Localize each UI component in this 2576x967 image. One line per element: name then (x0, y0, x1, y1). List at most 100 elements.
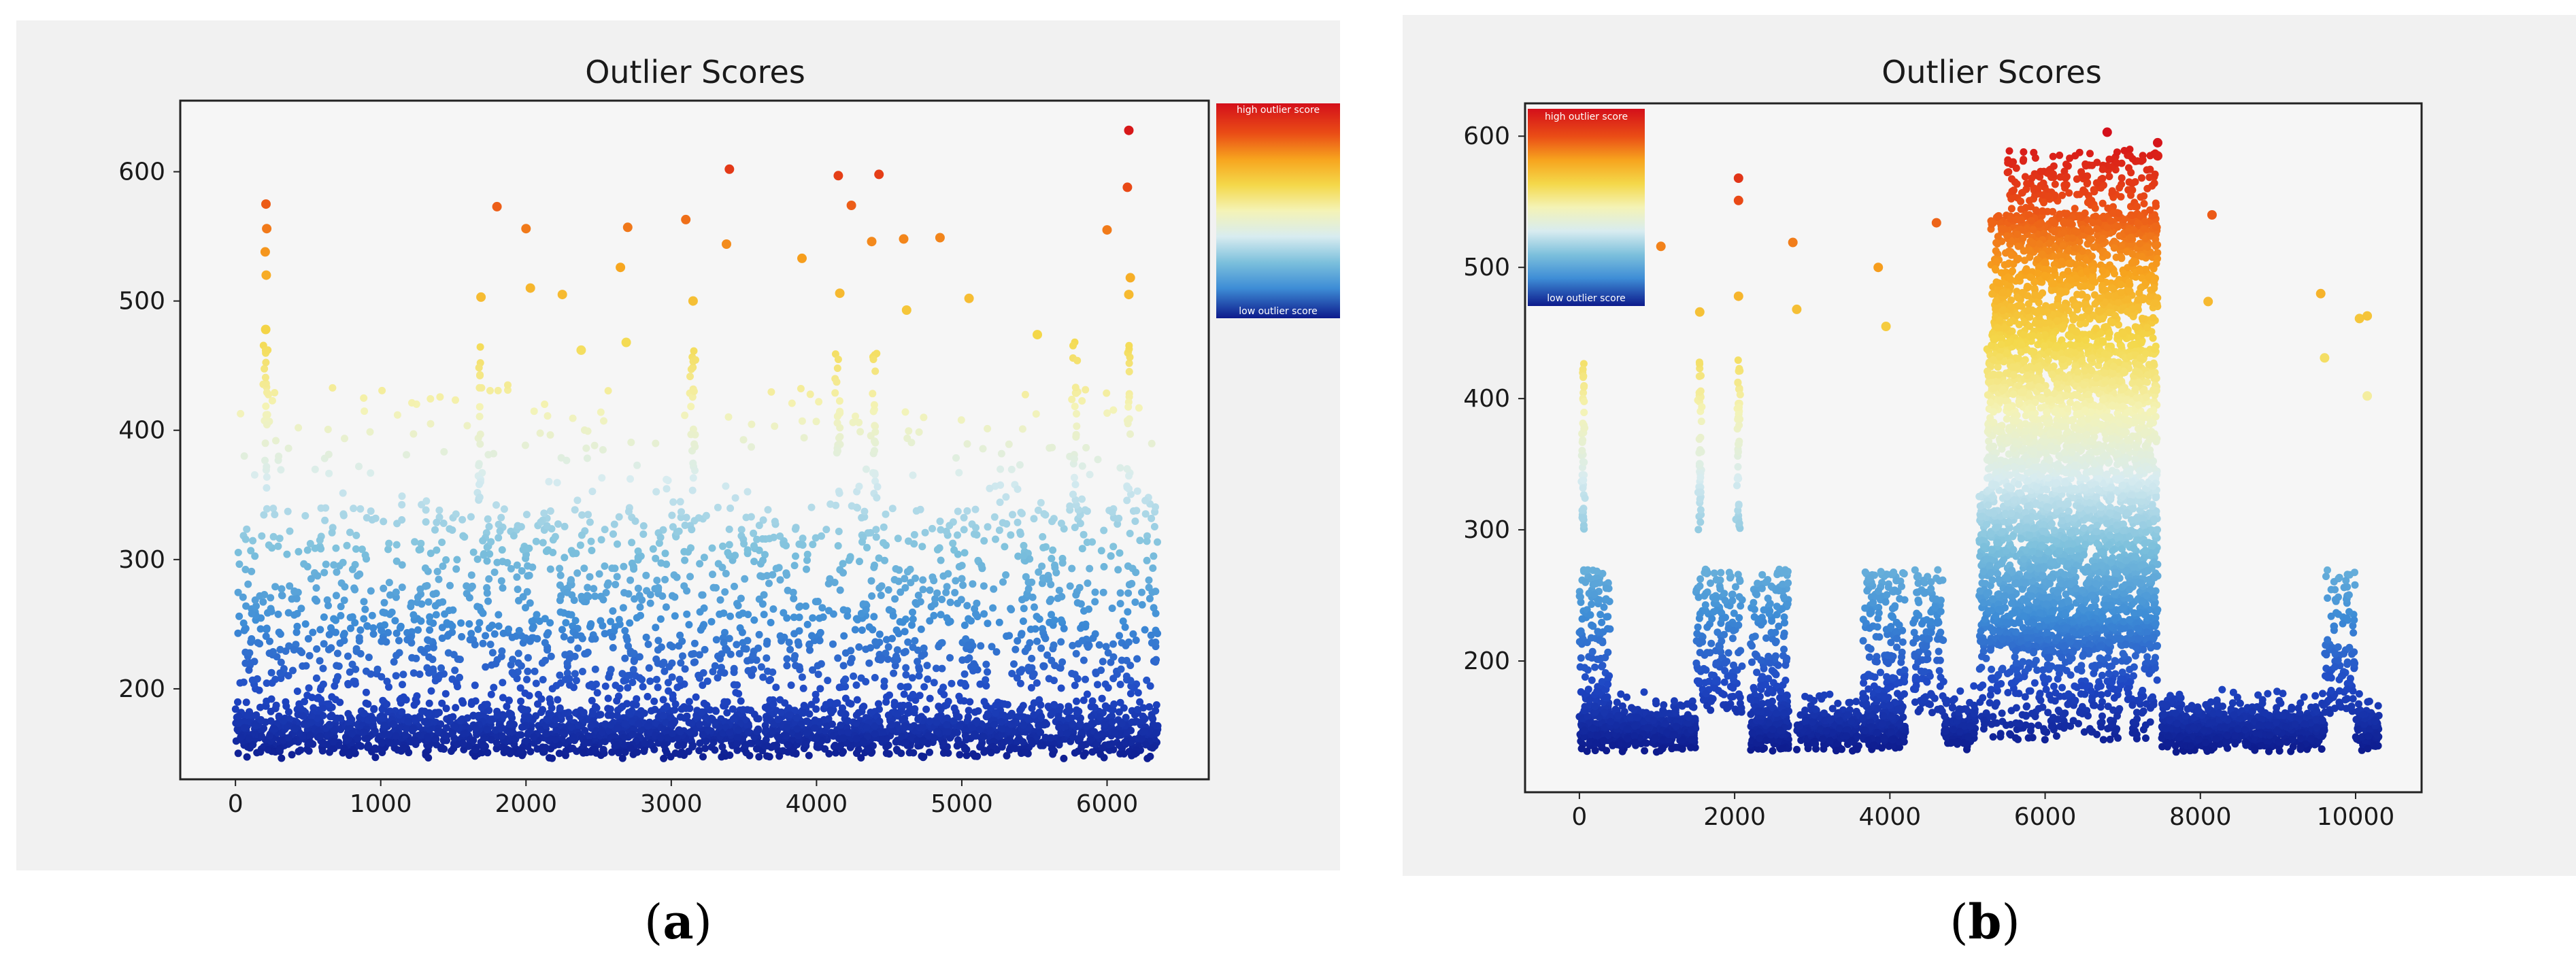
scatter-point (700, 699, 708, 707)
scatter-point (814, 662, 822, 670)
scatter-point (446, 581, 454, 590)
scatter-point (812, 690, 820, 698)
scatter-point (832, 749, 840, 757)
scatter-point (476, 440, 484, 448)
scatter-point (990, 513, 999, 521)
scatter-point (871, 471, 879, 479)
scatter-point (971, 505, 980, 513)
scatter-point (959, 581, 967, 590)
scatter-point (305, 651, 314, 660)
scatter-point (729, 715, 737, 723)
scatter-point (1069, 490, 1077, 498)
scatter-point (487, 538, 495, 546)
scatter-point (829, 720, 836, 728)
scatter-point (350, 505, 358, 513)
scatter-point (894, 535, 902, 543)
scatter-point (852, 711, 860, 719)
scatter-point (320, 640, 328, 648)
scatter-point (996, 498, 1004, 507)
scatter-point (471, 752, 479, 760)
scatter-point (458, 515, 467, 524)
scatter-point (429, 643, 437, 651)
scatter-point (586, 623, 594, 631)
scatter-point (606, 705, 614, 713)
scatter-point (629, 562, 637, 571)
scatter-point (836, 586, 844, 594)
scatter-point (1080, 656, 1088, 664)
scatter-point (597, 536, 605, 544)
scatter-point (916, 666, 924, 674)
scatter-point (539, 539, 547, 547)
scatter-point (385, 579, 393, 587)
scatter-point (776, 632, 784, 640)
scatter-point (653, 577, 661, 584)
scatter-point (343, 541, 351, 549)
outlier-point (681, 214, 691, 224)
scatter-point (520, 705, 529, 713)
scatter-point (918, 543, 926, 551)
scatter-point (955, 562, 963, 571)
y-tick-label: 500 (118, 288, 165, 316)
scatter-point (742, 741, 750, 749)
scatter-point (285, 708, 292, 716)
scatter-point (346, 528, 354, 537)
colorbar: high outlier score low outlier score (1216, 103, 1340, 318)
scatter-point (475, 413, 484, 420)
scatter-point (790, 613, 798, 622)
scatter-point (699, 731, 707, 739)
scatter-point (635, 720, 643, 728)
scatter-point (339, 558, 347, 566)
scatter-point (1128, 718, 1136, 726)
scatter-point (777, 708, 785, 716)
scatter-point (909, 749, 918, 757)
scatter-point (444, 632, 452, 640)
scatter-point (612, 581, 620, 589)
scatter-point (303, 546, 312, 554)
scatter-point (474, 625, 482, 633)
scatter-point (733, 733, 741, 741)
scatter-point (484, 515, 492, 523)
scatter-point (1111, 729, 1119, 736)
scatter-point (699, 753, 707, 761)
scatter-point (398, 492, 406, 501)
scatter-point (1146, 682, 1154, 690)
scatter-point (552, 715, 560, 724)
scatter-point (641, 739, 649, 747)
scatter-point (379, 608, 387, 616)
scatter-point (325, 700, 333, 708)
scatter-point (1082, 443, 1090, 452)
scatter-point (587, 537, 595, 545)
scatter-point (378, 386, 386, 394)
scatter-point (543, 715, 551, 723)
scatter-point (643, 722, 652, 730)
y-tick-label: 500 (1463, 254, 1510, 282)
scatter-point (724, 413, 733, 421)
scatter-point (989, 743, 997, 751)
scatter-point (792, 552, 799, 560)
scatter-point (1148, 639, 1156, 647)
scatter-point (1030, 670, 1038, 678)
scatter-point (1133, 706, 1141, 713)
scatter-point (892, 626, 901, 634)
scatter-point (604, 579, 612, 587)
scatter-point (1024, 714, 1032, 722)
scatter-point (673, 528, 681, 536)
scatter-point (950, 704, 958, 712)
scatter-point (776, 576, 784, 584)
scatter-point (319, 739, 327, 747)
scatter-point (295, 424, 303, 432)
scatter-point (461, 533, 469, 541)
scatter-point (248, 676, 256, 684)
scatter-point (900, 690, 908, 698)
scatter-point (607, 721, 615, 729)
scatter-point (711, 718, 719, 726)
scatter-point (729, 705, 737, 713)
scatter-point (663, 560, 671, 569)
x-tick-label: 6000 (1076, 790, 1139, 818)
scatter-point (438, 624, 446, 632)
scatter-point (1051, 564, 1059, 572)
scatter-point (588, 720, 597, 728)
scatter-point (889, 612, 897, 620)
scatter-point (1100, 562, 1108, 571)
scatter-point (904, 709, 912, 717)
